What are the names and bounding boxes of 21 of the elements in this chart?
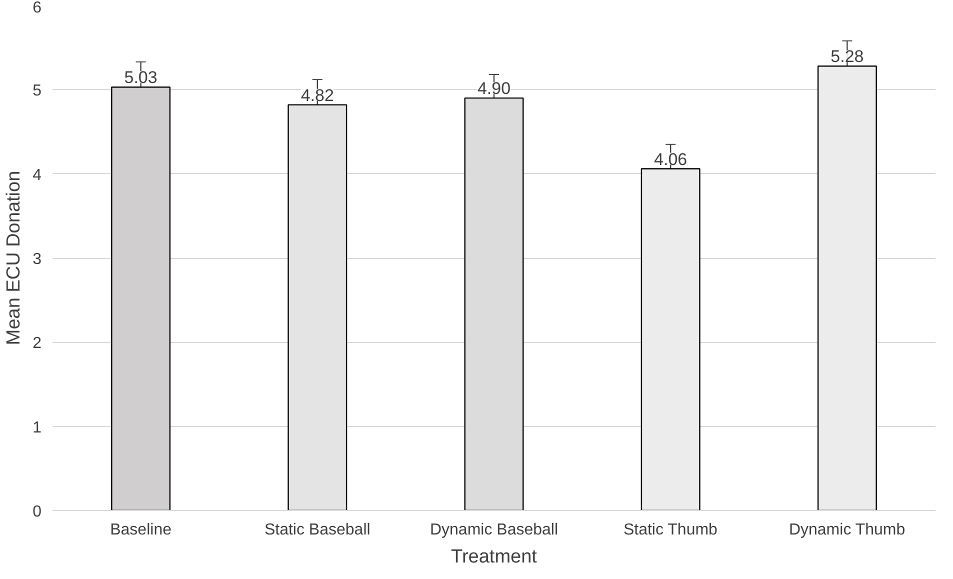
x-tick-label: Static Baseball: [264, 522, 370, 538]
y-tick-label: 1: [32, 419, 42, 436]
data-label: 4.06: [654, 150, 688, 169]
x-tick-label: Static Thumb: [623, 522, 718, 538]
x-tick-label: Dynamic Thumb: [788, 522, 906, 538]
data-label: 4.90: [477, 79, 511, 98]
data-label: 4.82: [300, 86, 334, 105]
x-tick-label: Dynamic Baseball: [430, 522, 558, 538]
y-tick-label: 5: [32, 82, 42, 100]
y-tick-label: 4: [32, 166, 42, 184]
y-tick-label: 2: [32, 335, 42, 352]
bar: [640, 168, 700, 510]
data-label: 5.28: [830, 47, 864, 66]
bar: [817, 66, 877, 510]
x-tick-label: Baseline: [110, 522, 172, 538]
y-tick-label: 3: [32, 251, 42, 268]
data-label: 5.03: [124, 68, 158, 88]
y-tick-label: 0: [32, 504, 42, 520]
x-axis-title: Treatment: [451, 546, 538, 568]
y-axis-title: Mean ECU Donation: [4, 170, 25, 346]
y-tick-label: 6: [32, 0, 42, 16]
